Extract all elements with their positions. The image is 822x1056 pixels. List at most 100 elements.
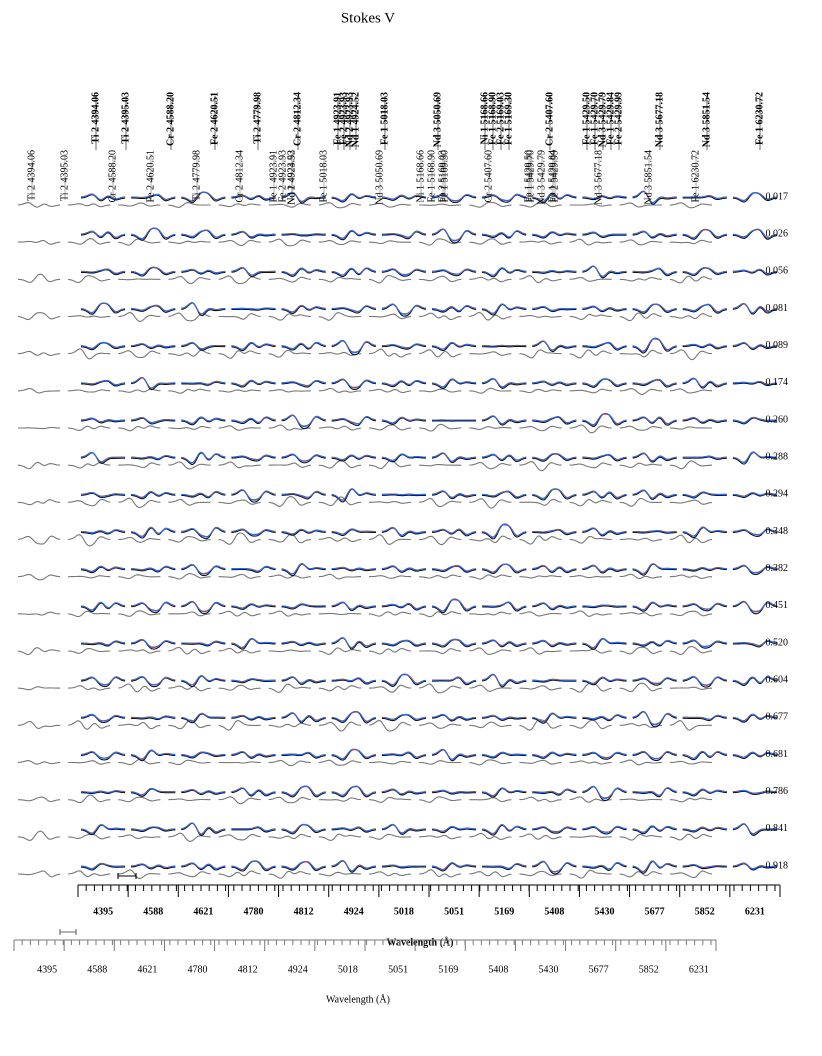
- model-profile-blue: [181, 229, 226, 238]
- ghost-profile: [118, 721, 161, 730]
- observed-profile: [331, 488, 376, 503]
- model-profile-blue: [632, 337, 677, 352]
- observed-profile: [732, 381, 778, 387]
- phase-label: 0.918: [766, 860, 789, 871]
- observed-profile: [582, 413, 627, 427]
- ghost-profile: [168, 498, 211, 506]
- observed-profile: [181, 191, 226, 203]
- observed-profile: [482, 303, 527, 316]
- ghost-profile: [368, 575, 412, 579]
- model-profile-blue: [131, 863, 176, 869]
- model-profile-blue: [381, 379, 427, 386]
- ghost-profile: [218, 313, 261, 320]
- observed-profile: [582, 752, 627, 760]
- observed-profile: [281, 752, 326, 759]
- observed-profile: [281, 491, 326, 500]
- observed-profile: [582, 306, 627, 313]
- observed-profile: [281, 234, 326, 237]
- observed-profile: [431, 228, 477, 244]
- ghost-profile: [368, 534, 412, 545]
- observed-profile: [682, 492, 727, 499]
- ghost-profile: [218, 532, 261, 545]
- observed-profile: [231, 195, 276, 201]
- ghost-profile: [68, 685, 111, 691]
- model-profile-blue: [431, 638, 477, 647]
- ghost-profile: [419, 574, 462, 579]
- ghost-profile: [268, 796, 311, 804]
- ghost-profile: [619, 202, 662, 208]
- model-profile-blue: [381, 303, 427, 315]
- model-profile-blue: [231, 194, 276, 200]
- observed-profile: [532, 827, 577, 834]
- observed-profile: [281, 712, 326, 723]
- ghost-profile: [469, 426, 512, 430]
- ghost-profile: [17, 312, 61, 321]
- ghost-profile: [168, 425, 211, 430]
- observed-profile: [80, 492, 126, 499]
- ghost-profile: [318, 612, 361, 616]
- observed-profile: [281, 676, 326, 685]
- model-profile-blue: [732, 751, 778, 758]
- observed-profile: [181, 491, 226, 499]
- observed-profile: [231, 827, 276, 833]
- model-profile-blue: [632, 601, 677, 611]
- model-profile-blue: [632, 563, 677, 575]
- ghost-profile: [368, 871, 412, 877]
- ghost-profile: [419, 203, 462, 207]
- ghost-profile: [669, 313, 713, 320]
- observed-profile: [732, 790, 777, 795]
- ghost-profile: [218, 870, 261, 878]
- observed-profile: [281, 414, 326, 429]
- ghost-profile: [118, 497, 161, 509]
- observed-profile: [732, 269, 778, 276]
- model-profile-blue: [131, 601, 176, 612]
- ghost-profile: [419, 463, 462, 467]
- model-profile-blue: [582, 341, 627, 350]
- x-tick-label: 5408: [544, 906, 564, 917]
- model-profile-blue: [231, 528, 276, 536]
- ghost-profile: [218, 461, 261, 469]
- ghost-profile: [18, 830, 61, 841]
- observed-profile: [682, 417, 727, 424]
- model-profile-blue: [582, 453, 627, 461]
- ghost-profile: [469, 238, 512, 245]
- ghost-profile: [268, 462, 311, 468]
- model-profile-blue: [80, 491, 126, 497]
- ghost-profile: [118, 796, 161, 803]
- ghost-x-tick-label: 5852: [639, 964, 659, 975]
- observed-profile: [532, 232, 577, 239]
- model-profile-blue: [482, 639, 527, 647]
- observed-profile: [632, 787, 677, 798]
- model-profile-blue: [532, 860, 577, 873]
- model-profile-blue: [431, 490, 477, 498]
- x-tick-label: 5169: [494, 906, 514, 917]
- model-profile-blue: [482, 453, 527, 461]
- model-profile-blue: [482, 230, 527, 238]
- ghost-profile: [368, 388, 412, 394]
- model-profile-blue: [331, 859, 376, 872]
- ghost-profile: [268, 202, 311, 208]
- observed-profile: [482, 563, 527, 574]
- model-profile-blue: [732, 342, 778, 349]
- model-profile-blue: [431, 713, 477, 721]
- model-profile-blue: [532, 380, 577, 385]
- observed-profile: [331, 340, 377, 356]
- ghost-profile: [168, 275, 211, 285]
- observed-profile: [632, 453, 677, 463]
- model-profile-blue: [281, 562, 326, 575]
- ghost-profile: [218, 350, 261, 359]
- model-profile-blue: [331, 229, 376, 239]
- observed-profile: [80, 231, 126, 240]
- model-profile-blue: [81, 417, 126, 423]
- model-profile-blue: [131, 416, 176, 424]
- ghost-profile: [168, 461, 211, 470]
- observed-profile: [381, 865, 426, 869]
- observed-profile: [582, 826, 627, 835]
- model-profile-blue: [381, 602, 427, 610]
- model-profile-blue: [281, 823, 326, 833]
- ghost-profile: [268, 389, 311, 393]
- ghost-profile: [519, 796, 562, 803]
- phase-label: 0.382: [766, 563, 789, 574]
- model-profile-blue: [482, 751, 527, 758]
- ghost-profile: [419, 834, 462, 840]
